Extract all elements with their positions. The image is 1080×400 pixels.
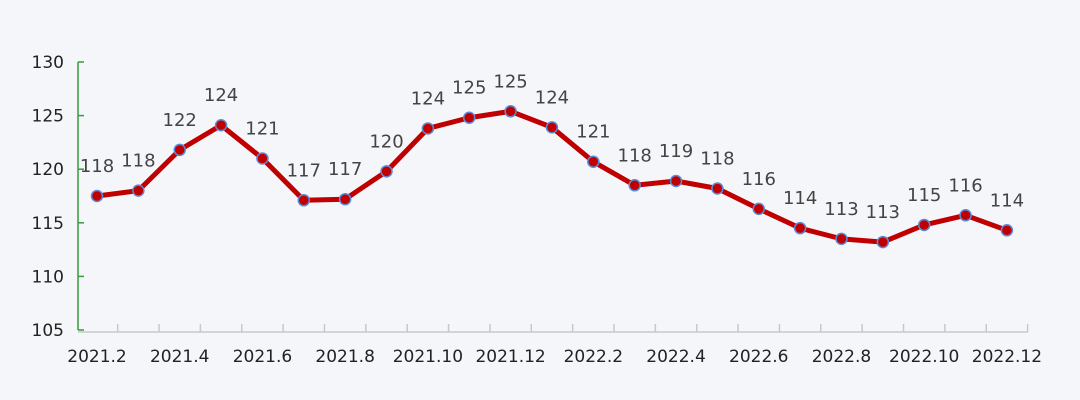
data-point <box>256 152 269 165</box>
data-label: 119 <box>659 141 693 162</box>
y-tick-label: 120 <box>32 160 64 180</box>
y-tick-label: 115 <box>32 214 64 234</box>
x-tick-label: 2021.6 <box>233 347 292 367</box>
data-label: 115 <box>907 185 941 206</box>
data-point <box>338 192 352 206</box>
data-point <box>835 232 848 246</box>
data-label: 116 <box>742 169 776 190</box>
data-label: 117 <box>287 160 321 181</box>
data-label: 124 <box>411 88 445 109</box>
x-tick-label: 2021.10 <box>393 347 463 367</box>
data-label: 113 <box>824 199 858 220</box>
data-label: 118 <box>80 156 114 177</box>
y-tick-label: 105 <box>32 321 64 341</box>
data-label: 114 <box>783 188 817 209</box>
y-tick-label: 110 <box>32 267 64 287</box>
data-label: 118 <box>121 151 155 172</box>
x-tick-label: 2022.12 <box>972 347 1042 367</box>
data-point <box>1000 224 1014 237</box>
data-point <box>669 174 683 188</box>
x-tick-label: 2021.12 <box>475 347 545 367</box>
data-label: 121 <box>245 118 279 139</box>
x-tick-label: 2021.4 <box>150 347 209 367</box>
data-point <box>380 165 393 178</box>
x-tick-label: 2022.8 <box>812 347 871 367</box>
data-point <box>214 118 228 132</box>
data-point <box>917 218 931 232</box>
data-point <box>462 111 476 124</box>
x-tick-label: 2022.6 <box>729 347 788 367</box>
data-point <box>628 179 641 192</box>
x-tick-label: 2022.4 <box>646 347 705 367</box>
data-label: 113 <box>866 202 900 223</box>
data-point <box>876 235 890 249</box>
data-point <box>132 184 145 197</box>
y-tick-label: 130 <box>32 53 64 73</box>
data-label: 124 <box>204 85 238 106</box>
x-tick-label: 2022.10 <box>889 347 959 367</box>
data-label: 118 <box>700 148 734 169</box>
data-point <box>297 194 311 207</box>
data-label: 114 <box>990 190 1024 211</box>
data-point <box>587 155 600 168</box>
data-label: 121 <box>576 122 610 143</box>
data-label: 120 <box>369 131 403 152</box>
data-label: 125 <box>452 78 486 99</box>
data-point <box>545 121 559 134</box>
data-label: 116 <box>948 175 982 196</box>
data-label: 125 <box>493 71 527 92</box>
x-tick-label: 2021.2 <box>67 347 126 367</box>
data-point <box>173 143 186 157</box>
data-point <box>793 221 807 235</box>
data-label: 124 <box>535 87 569 108</box>
data-point <box>90 189 104 203</box>
data-label: 122 <box>163 110 197 131</box>
data-label: 118 <box>618 145 652 166</box>
x-tick-label: 2021.8 <box>315 347 374 367</box>
y-tick-label: 125 <box>32 107 64 127</box>
data-label: 117 <box>328 159 362 180</box>
data-point <box>711 182 724 195</box>
data-point <box>504 105 517 118</box>
data-point <box>959 209 972 222</box>
data-point <box>752 202 766 216</box>
data-point <box>421 122 435 135</box>
x-tick-label: 2022.2 <box>564 347 623 367</box>
